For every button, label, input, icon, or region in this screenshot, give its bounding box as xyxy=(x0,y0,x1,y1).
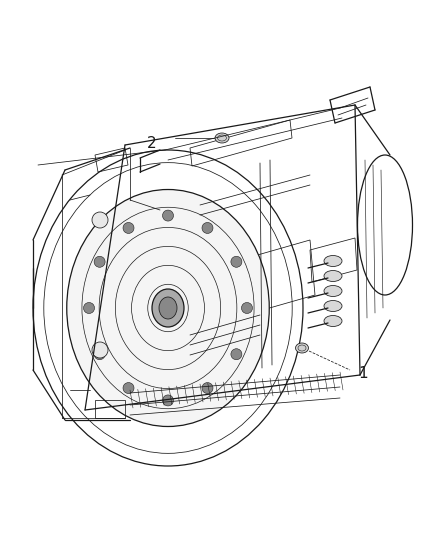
Circle shape xyxy=(241,303,252,313)
Circle shape xyxy=(162,210,173,221)
Circle shape xyxy=(94,256,105,267)
Ellipse shape xyxy=(296,343,308,353)
Circle shape xyxy=(84,303,95,313)
Ellipse shape xyxy=(324,316,342,327)
Circle shape xyxy=(123,383,134,393)
Ellipse shape xyxy=(324,301,342,311)
Ellipse shape xyxy=(152,289,184,327)
Ellipse shape xyxy=(324,255,342,266)
Circle shape xyxy=(202,222,213,233)
Ellipse shape xyxy=(324,271,342,281)
Circle shape xyxy=(162,395,173,406)
Ellipse shape xyxy=(324,286,342,296)
Ellipse shape xyxy=(67,190,269,426)
Text: 1: 1 xyxy=(358,366,367,381)
Circle shape xyxy=(94,349,105,360)
Circle shape xyxy=(202,383,213,393)
Circle shape xyxy=(92,342,108,358)
Ellipse shape xyxy=(159,297,177,319)
Circle shape xyxy=(231,256,242,267)
Circle shape xyxy=(231,349,242,360)
Ellipse shape xyxy=(215,133,229,143)
Circle shape xyxy=(92,212,108,228)
Circle shape xyxy=(123,222,134,233)
Text: 2: 2 xyxy=(147,135,157,150)
